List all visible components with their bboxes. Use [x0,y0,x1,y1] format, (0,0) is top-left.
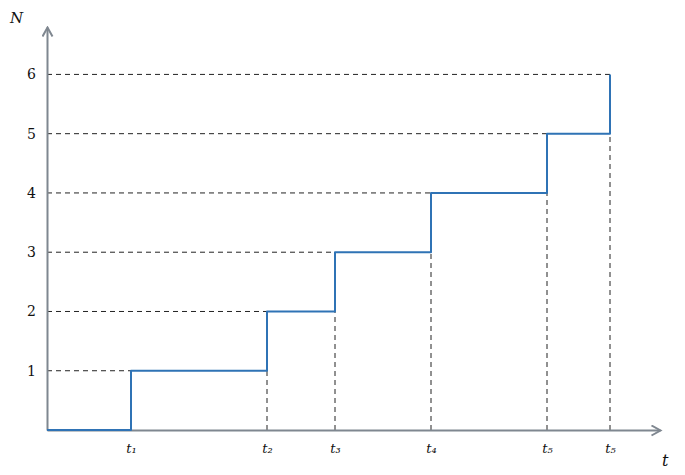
x-tick: t₅ [605,430,616,456]
x-tick-label: t₂ [262,441,272,456]
y-tick: 1 [27,363,47,379]
x-axis-title: t [662,451,669,470]
x-tick: t₅ [542,430,553,456]
y-tick-label: 6 [27,66,36,82]
y-tick: 5 [27,126,47,142]
y-tick: 6 [27,66,47,82]
step-line [47,74,610,430]
x-tick-label: t₁ [126,441,136,456]
x-tick-label: t₄ [426,441,436,456]
guide-vertical [547,193,548,430]
guide-vertical [267,371,268,430]
guide-horizontal [47,311,267,312]
y-tick: 3 [27,244,47,260]
chart: t₁ t₂ t₃ t₄ t₅ t₅ 1 2 3 4 5 6 Nt [0,0,685,475]
y-tick: 2 [27,303,47,319]
x-tick: t₂ [262,430,272,456]
y-tick: 4 [27,185,47,201]
y-tick-label: 1 [27,363,36,379]
y-axis: 1 2 3 4 5 6 [27,28,47,431]
guide-vertical [610,134,611,430]
y-tick-label: 3 [27,244,36,260]
guide-vertical [431,252,432,430]
guide-horizontal [47,133,547,134]
y-tick-label: 5 [27,126,36,142]
x-axis-line [48,430,661,432]
x-axis: t₁ t₂ t₃ t₄ t₅ t₅ [48,430,661,456]
plot-area [47,74,610,430]
y-tick-label: 2 [27,303,36,319]
y-axis-title: N [9,9,24,27]
x-tick-label: t₅ [542,441,553,456]
x-tick: t₄ [426,430,436,456]
guide-horizontal [47,192,431,193]
x-tick: t₃ [330,430,340,456]
guide-vertical [335,311,336,430]
guide-horizontal [47,370,131,371]
x-tick: t₁ [126,430,136,456]
x-tick-label: t₅ [605,441,616,456]
guide-horizontal [47,74,610,75]
guides [47,74,610,430]
y-tick-label: 4 [27,185,36,201]
x-tick-label: t₃ [330,441,340,456]
y-axis-line [47,28,49,431]
guide-horizontal [47,252,335,253]
